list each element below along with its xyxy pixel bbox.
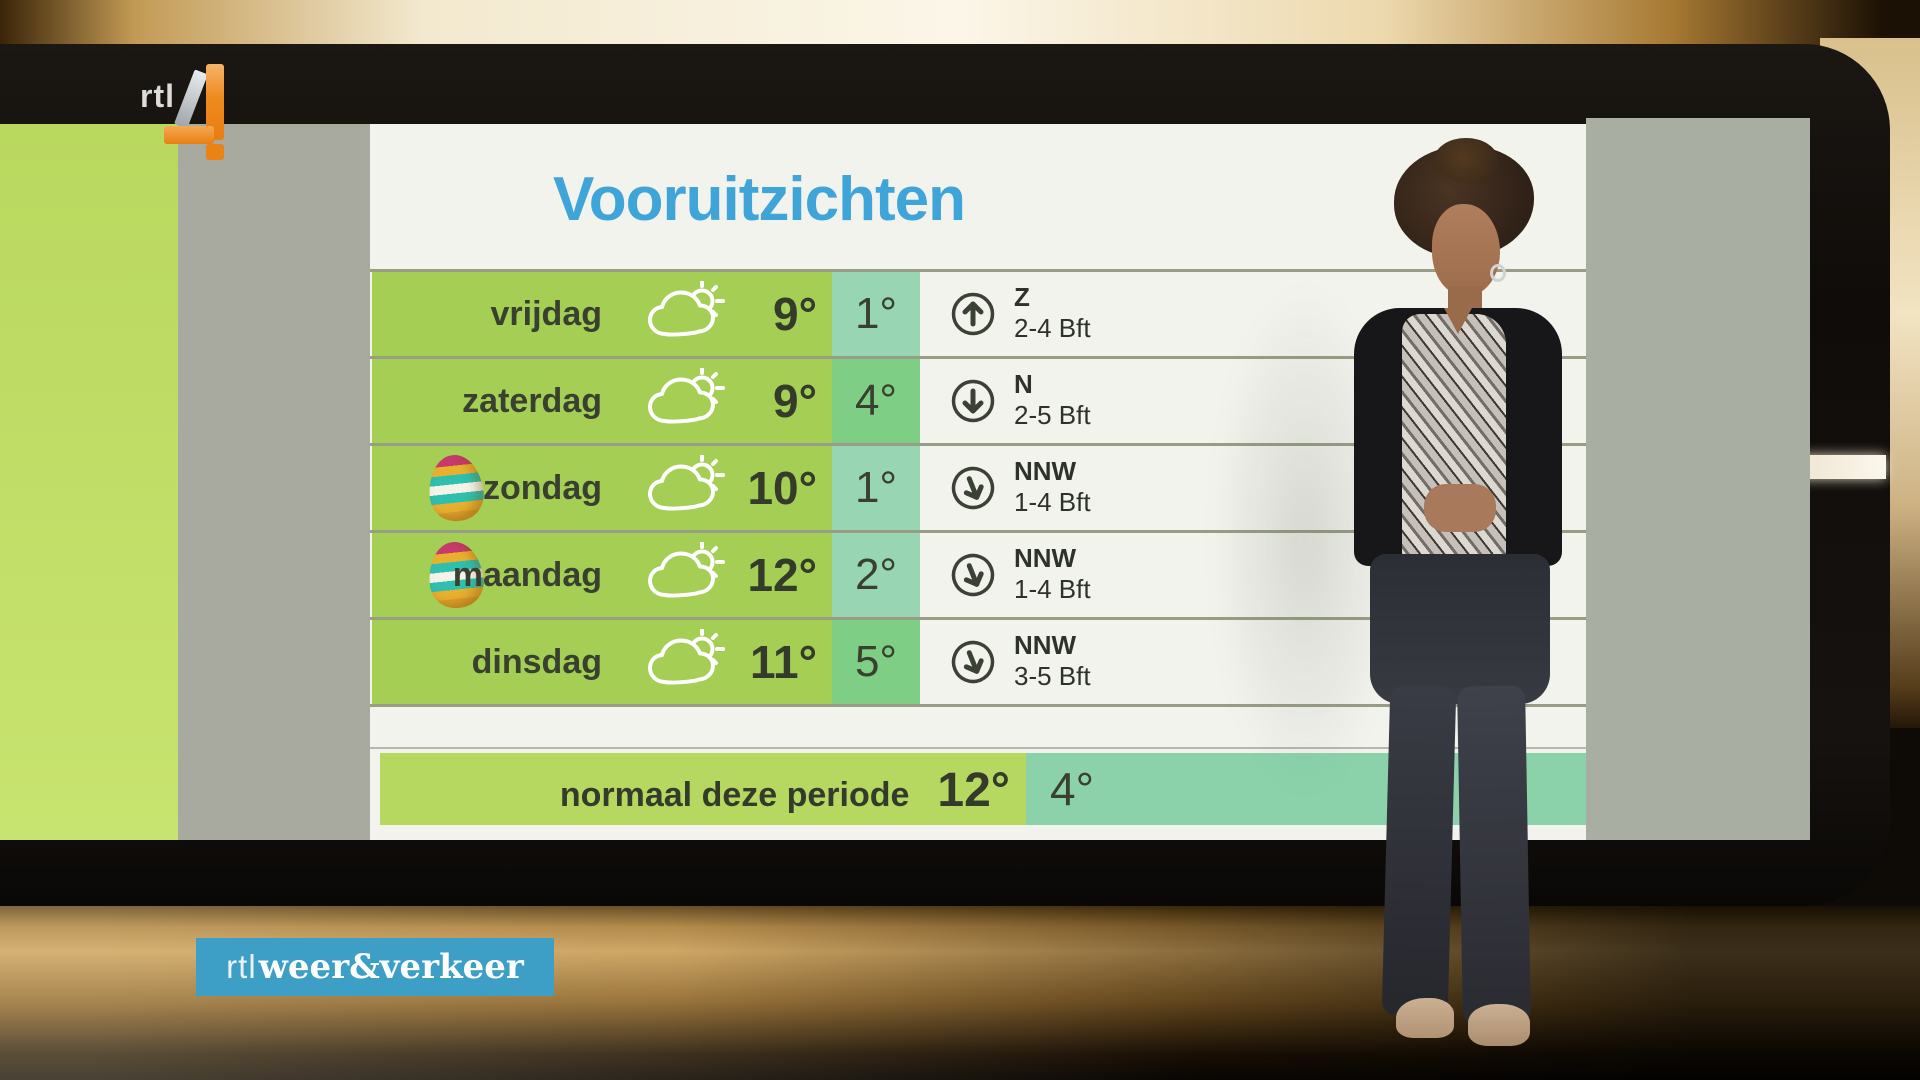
min-temp-cell: 1° xyxy=(832,272,920,356)
forecast-day-cell: zaterdag 9° xyxy=(372,359,832,443)
wind-direction: NNW xyxy=(1014,630,1077,660)
wind-direction-icon xyxy=(951,379,995,423)
wind-force: 2-4 Bft xyxy=(1014,313,1091,343)
screen-frame-seam xyxy=(1798,455,1886,479)
forecast-row: zondag 10° 1° xyxy=(370,443,1586,530)
wind-text: N 2-5 Bft xyxy=(1014,369,1091,431)
wind-cell: Z 2-4 Bft xyxy=(922,272,1586,356)
min-temp-cell: 1° xyxy=(832,446,920,530)
min-temp-cell: 4° xyxy=(832,359,920,443)
forecast-day-cell: vrijdag 9° xyxy=(372,272,832,356)
wind-force: 1-4 Bft xyxy=(1014,574,1091,604)
presenter-earring xyxy=(1490,264,1506,282)
forecast-day-cell: maandag 12° xyxy=(372,533,832,617)
normal-period-cell: normaal deze periode 12° xyxy=(380,753,1026,825)
rtl4-digit-horizontal xyxy=(164,126,214,144)
day-label: dinsdag xyxy=(471,643,602,681)
min-temp-cell: 5° xyxy=(832,620,920,704)
day-label: zaterdag xyxy=(462,382,602,420)
rtl4-digit-foot xyxy=(206,144,224,160)
presenter-left-leg xyxy=(1381,685,1457,1017)
screen-gray-stripe xyxy=(178,124,370,840)
presenter-right-shoe xyxy=(1468,1004,1530,1046)
wind-cell: NNW 1-4 Bft xyxy=(922,446,1586,530)
max-temp: 11° xyxy=(749,636,817,688)
day-label: vrijdag xyxy=(490,295,602,333)
normal-max-temp: 12° xyxy=(937,764,1010,817)
wind-force: 1-4 Bft xyxy=(1014,487,1091,517)
page-title: Vooruitzichten xyxy=(553,165,966,234)
wind-direction-icon xyxy=(951,466,995,510)
rtl4-logo: rtl xyxy=(140,62,250,162)
badge-weerverkeer-text: weer&verkeer xyxy=(258,947,524,987)
presenter-jeans-hips xyxy=(1370,554,1550,704)
wind-cell: NNW 1-4 Bft xyxy=(922,533,1586,617)
sun-behind-cloud-icon xyxy=(648,542,725,598)
table-divider xyxy=(370,747,1586,749)
forecast-row: dinsdag 11° 5° xyxy=(370,617,1586,704)
wind-direction: Z xyxy=(1014,282,1030,312)
min-temp: 2° xyxy=(854,550,898,599)
wind-direction-icon xyxy=(951,553,995,597)
presenter-hair-bun xyxy=(1434,138,1498,182)
wind-direction: NNW xyxy=(1014,456,1077,486)
presenter-right-leg xyxy=(1457,685,1531,1025)
sun-behind-cloud-icon xyxy=(648,368,725,424)
wind-text: Z 2-4 Bft xyxy=(1014,282,1091,344)
screen-right-panel xyxy=(1586,118,1810,840)
badge-rtl-text: rtl xyxy=(226,948,257,985)
wind-text: NNW 3-5 Bft xyxy=(1014,630,1091,692)
max-temp: 9° xyxy=(773,288,817,340)
day-label: maandag xyxy=(452,556,602,594)
wind-direction-icon xyxy=(951,292,995,336)
max-temp: 12° xyxy=(747,549,817,601)
min-temp: 4° xyxy=(854,376,898,425)
forecast-row: vrijdag 9° 1° xyxy=(370,269,1586,356)
wind-direction: N xyxy=(1014,369,1033,399)
max-temp: 10° xyxy=(747,462,817,514)
wind-direction-icon xyxy=(951,640,995,684)
wind-force: 2-5 Bft xyxy=(1014,400,1091,430)
sun-behind-cloud-icon xyxy=(648,281,725,337)
min-temp: 5° xyxy=(854,637,898,686)
rtl-logo-text: rtl xyxy=(140,78,175,114)
weather-presenter xyxy=(1348,138,1572,1066)
forecast-day-cell: zondag 10° xyxy=(372,446,832,530)
presenter-left-shoe xyxy=(1396,998,1454,1038)
weer-verkeer-badge: rtl weer&verkeer xyxy=(196,938,554,996)
table-divider xyxy=(370,704,1586,707)
wind-cell: NNW 3-5 Bft xyxy=(922,620,1586,704)
presenter-hands xyxy=(1424,484,1496,532)
forecast-row: maandag 12° 2° xyxy=(370,530,1586,617)
sun-behind-cloud-icon xyxy=(648,455,725,511)
presenter-face xyxy=(1432,204,1500,296)
normal-period-label: normaal deze periode xyxy=(559,776,910,814)
day-label: zondag xyxy=(483,469,602,507)
wind-text: NNW 1-4 Bft xyxy=(1014,456,1091,518)
wind-text: NNW 1-4 Bft xyxy=(1014,543,1091,605)
rtl4-digit-diagonal xyxy=(174,69,208,129)
min-temp-cell: 2° xyxy=(832,533,920,617)
max-temp: 9° xyxy=(773,375,817,427)
screen-lime-stripe xyxy=(0,124,178,840)
forecast-row: zaterdag 9° 4° xyxy=(370,356,1586,443)
rtl4-digit-vertical xyxy=(206,64,224,140)
normal-min-temp: 4° xyxy=(1050,763,1094,815)
sun-behind-cloud-icon xyxy=(648,629,725,685)
wind-cell: N 2-5 Bft xyxy=(922,359,1586,443)
min-temp: 1° xyxy=(854,463,898,512)
presenter-neckline xyxy=(1444,308,1472,334)
wind-force: 3-5 Bft xyxy=(1014,661,1091,691)
wind-direction: NNW xyxy=(1014,543,1077,573)
forecast-day-cell: dinsdag 11° xyxy=(372,620,832,704)
min-temp: 1° xyxy=(854,289,898,338)
